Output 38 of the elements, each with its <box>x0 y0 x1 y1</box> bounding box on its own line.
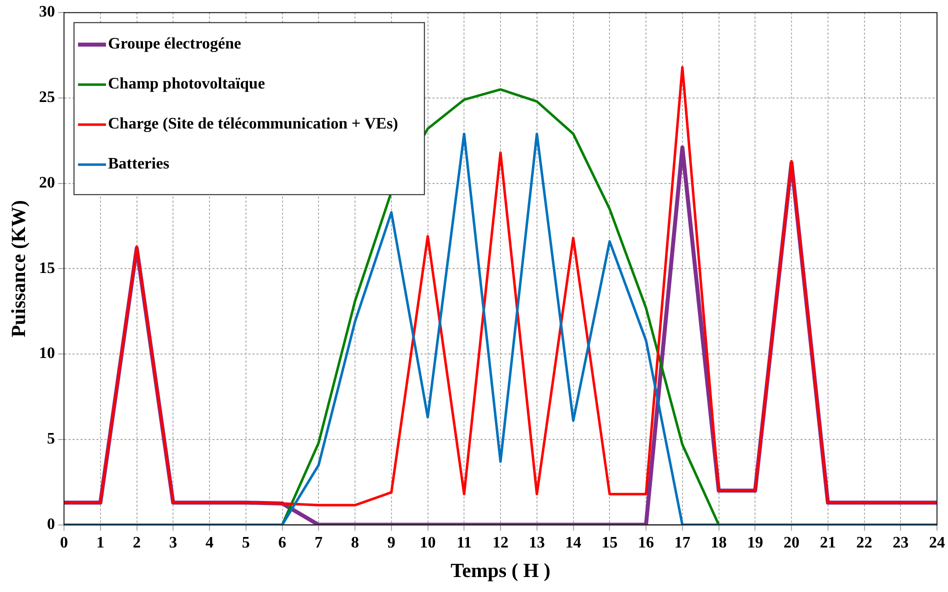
x-tick-label: 5 <box>242 534 250 552</box>
x-tick-label: 23 <box>892 534 909 552</box>
x-tick-label: 9 <box>387 534 396 552</box>
y-tick-label: 10 <box>39 345 55 362</box>
x-tick-label: 21 <box>820 534 836 552</box>
x-tick-label: 18 <box>710 534 727 552</box>
x-tick-label: 11 <box>456 534 472 552</box>
x-tick-label: 15 <box>602 534 618 552</box>
y-tick-label: 5 <box>47 430 55 448</box>
x-tick-label: 2 <box>132 534 141 552</box>
x-tick-label: 1 <box>96 534 104 552</box>
x-tick-label: 14 <box>565 534 582 552</box>
x-tick-label: 6 <box>278 534 286 552</box>
y-tick-label: 25 <box>39 89 55 106</box>
x-tick-label: 7 <box>314 534 323 552</box>
x-tick-label: 20 <box>784 534 800 552</box>
y-tick-label: 15 <box>39 260 55 277</box>
x-axis-title: Temps ( H ) <box>450 560 550 582</box>
x-tick-label: 0 <box>60 534 68 552</box>
legend-label: Champ photovoltaïque <box>108 76 265 93</box>
x-tick-label: 17 <box>674 534 690 552</box>
x-tick-label: 19 <box>747 534 764 552</box>
x-tick-label: 16 <box>638 534 654 552</box>
x-tick-label: 13 <box>528 534 545 552</box>
y-tick-label: 30 <box>39 4 55 21</box>
x-tick-label: 3 <box>169 534 178 552</box>
x-tick-label: 12 <box>492 534 508 552</box>
x-tick-label: 22 <box>856 534 872 552</box>
y-axis-title: Puissance (KW) <box>8 200 30 338</box>
x-tick-label: 4 <box>206 534 214 552</box>
y-tick-label: 20 <box>39 174 55 192</box>
legend-label: Batteries <box>108 156 170 173</box>
x-tick-label: 10 <box>420 534 436 552</box>
x-tick-label: 8 <box>351 534 359 552</box>
x-tick-label: 24 <box>929 534 945 552</box>
legend-label: Charge (Site de télécommunication + VEs) <box>108 116 398 133</box>
y-tick-label: 0 <box>47 516 55 533</box>
legend-label: Groupe électrogéne <box>108 36 242 53</box>
